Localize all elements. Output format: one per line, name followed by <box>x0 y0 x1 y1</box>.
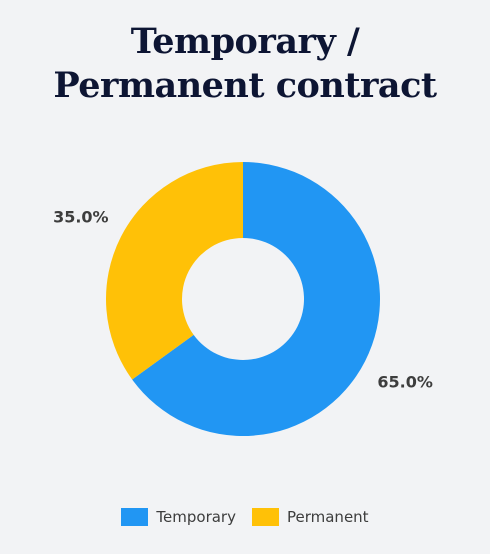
legend-swatch-permanent <box>251 508 279 526</box>
legend-label-temporary: Temporary <box>156 508 236 526</box>
legend-item-temporary[interactable]: Temporary <box>121 508 236 526</box>
data-label-permanent: 35.0% <box>53 207 109 226</box>
legend-swatch-temporary <box>121 508 149 526</box>
chart-title-line-2: Permanent contract <box>53 65 437 106</box>
chart-title-line-1: Temporary / <box>130 21 360 62</box>
data-label-temporary: 65.0% <box>377 373 433 392</box>
chart-title: Temporary / Permanent contract <box>0 20 490 108</box>
donut-slice-permanent[interactable] <box>106 162 243 380</box>
chart-legend: Temporary Permanent <box>0 508 490 526</box>
legend-label-permanent: Permanent <box>286 508 369 526</box>
legend-item-permanent[interactable]: Permanent <box>251 508 369 526</box>
donut-slice-temporary[interactable] <box>132 162 380 436</box>
